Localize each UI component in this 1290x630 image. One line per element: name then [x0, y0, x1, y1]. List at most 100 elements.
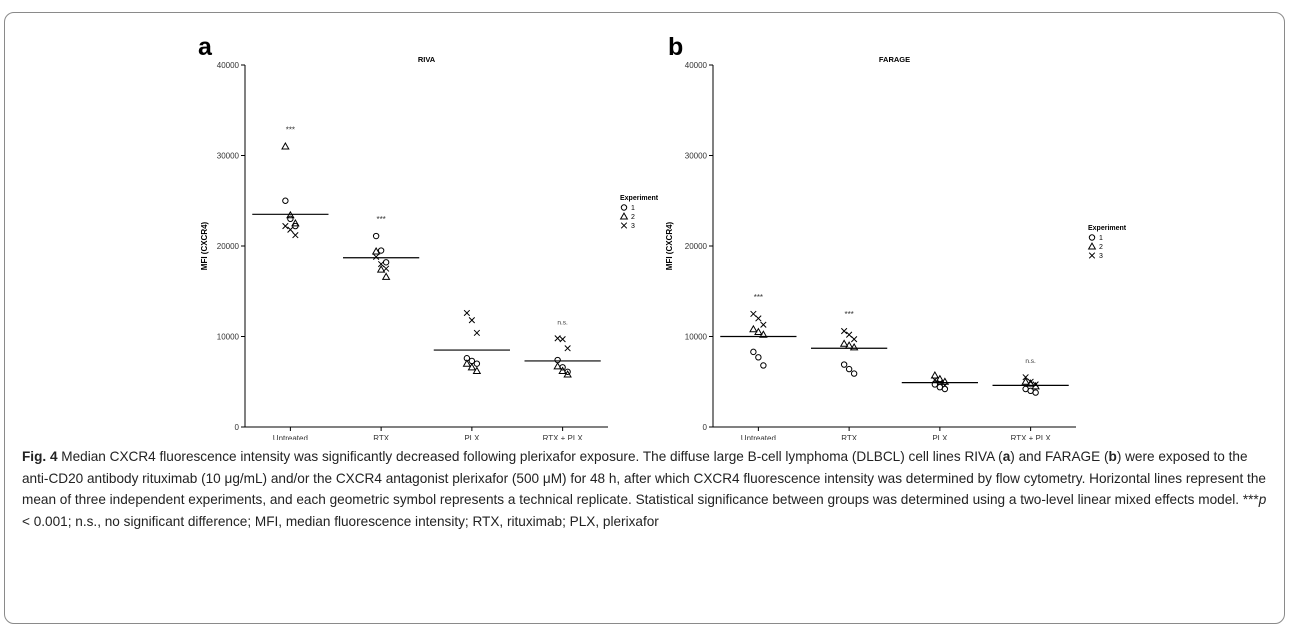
panel-letter: b — [668, 33, 683, 61]
legend-symbol — [1087, 242, 1097, 250]
data-point — [281, 142, 290, 150]
data-point — [564, 345, 571, 352]
data-point — [372, 232, 380, 240]
legend: Experiment 1 2 3 — [619, 195, 659, 230]
x-tick-label: Untreated — [273, 434, 308, 440]
legend-entry: 1 — [631, 205, 635, 212]
y-tick-label: 30000 — [685, 152, 708, 161]
caption-p: p — [1258, 492, 1267, 507]
data-point — [1032, 381, 1039, 388]
data-point — [472, 366, 482, 374]
data-point — [941, 382, 949, 389]
y-axis-label: MFI (CXCR4) — [665, 221, 674, 270]
data-point — [287, 215, 294, 223]
data-point — [1022, 374, 1029, 381]
caption-text-4: < 0.001; n.s., no significant difference… — [22, 513, 659, 529]
caption-text-2: ) and FARAGE ( — [1010, 449, 1109, 464]
legend-symbol — [1088, 252, 1096, 259]
chart-title: RIVA — [418, 55, 436, 64]
x-tick-label: RTX + PLX — [543, 434, 584, 440]
significance-annotation: *** — [286, 125, 295, 134]
data-point — [849, 342, 859, 351]
caption-text-1: The diffuse large B-cell lymphoma (DLBCL… — [642, 449, 1003, 464]
data-point — [750, 310, 757, 318]
data-point — [750, 348, 757, 356]
legend-symbol — [620, 204, 628, 211]
y-tick-label: 40000 — [685, 61, 708, 70]
caption-label: Fig. 4 — [22, 449, 58, 464]
data-point — [754, 327, 763, 336]
y-tick-label: 40000 — [217, 61, 240, 70]
data-point — [382, 259, 390, 266]
data-point — [1032, 389, 1039, 396]
y-tick-label: 0 — [703, 423, 708, 432]
legend-entry: 1 — [1099, 235, 1103, 242]
data-point — [559, 336, 566, 343]
data-point — [845, 331, 853, 338]
y-tick-label: 20000 — [685, 242, 708, 251]
legend-entry: 3 — [631, 223, 635, 230]
data-point — [282, 222, 289, 230]
data-point — [377, 247, 385, 254]
caption-title: Median CXCR4 fluorescence intensity was … — [61, 449, 640, 464]
legend-title: Experiment — [1088, 225, 1127, 232]
data-point — [760, 321, 767, 328]
data-point — [468, 317, 476, 324]
data-point — [940, 377, 950, 385]
y-tick-label: 10000 — [685, 333, 708, 342]
data-point — [755, 354, 762, 361]
figure-frame — [4, 12, 1285, 624]
data-point — [376, 265, 386, 273]
data-point — [1027, 378, 1034, 385]
data-point — [554, 356, 561, 364]
panel-a: a RIVA 0 10000 20000 30000 40000 Untreated RTX PL… — [198, 33, 659, 440]
data-point — [554, 335, 561, 342]
y-tick-label: 10000 — [217, 333, 240, 342]
data-point — [840, 327, 848, 335]
data-point — [850, 370, 858, 377]
caption-ref-b: b — [1108, 449, 1117, 464]
legend-entry: 3 — [1099, 253, 1103, 260]
figure-caption: Fig. 4 Median CXCR4 fluorescence intensi… — [22, 446, 1268, 532]
data-point — [840, 361, 848, 368]
x-tick-label: RTX + PLX — [1011, 434, 1052, 440]
data-point — [467, 362, 477, 371]
legend-title: Experiment — [620, 195, 659, 202]
legend-symbol — [1088, 234, 1096, 241]
data-point — [930, 371, 940, 379]
legend-entry: 2 — [631, 214, 635, 221]
data-point — [473, 329, 481, 337]
significance-annotation: *** — [376, 215, 385, 224]
x-tick-label: PLX — [932, 434, 948, 440]
data-point — [558, 366, 567, 374]
x-tick-label: RTX — [841, 434, 858, 440]
data-point — [553, 361, 562, 370]
data-point — [839, 339, 849, 347]
data-point — [941, 385, 949, 393]
legend-symbol — [620, 222, 628, 229]
data-point — [372, 253, 380, 261]
y-tick-label: 20000 — [217, 242, 240, 251]
data-point — [563, 370, 572, 378]
figure-plots: a RIVA 0 10000 20000 30000 40000 Untreated RTX PL… — [198, 33, 1127, 440]
panel-b: b FARAGE 0 10000 20000 30000 40000 Untreated RTX… — [665, 33, 1127, 440]
data-point — [468, 357, 476, 365]
data-point — [1021, 377, 1030, 385]
data-point — [382, 265, 390, 272]
data-point — [931, 376, 939, 384]
x-tick-label: PLX — [464, 434, 480, 440]
legend-symbol — [619, 212, 629, 220]
data-point — [463, 309, 471, 317]
data-point — [377, 260, 385, 268]
data-point — [291, 218, 300, 227]
chart-title: FARAGE — [879, 55, 910, 64]
data-point — [371, 247, 381, 255]
y-tick-label: 30000 — [217, 152, 240, 161]
significance-annotation: n.s. — [1025, 358, 1036, 365]
caption-text-3: ) were exposed to the anti-CD20 antibody… — [22, 449, 1266, 507]
data-point — [749, 324, 758, 333]
caption-ref-a: a — [1002, 449, 1011, 464]
data-point — [381, 272, 391, 280]
significance-annotation: n.s. — [557, 319, 568, 326]
legend: Experiment 1 2 3 — [1087, 225, 1127, 260]
